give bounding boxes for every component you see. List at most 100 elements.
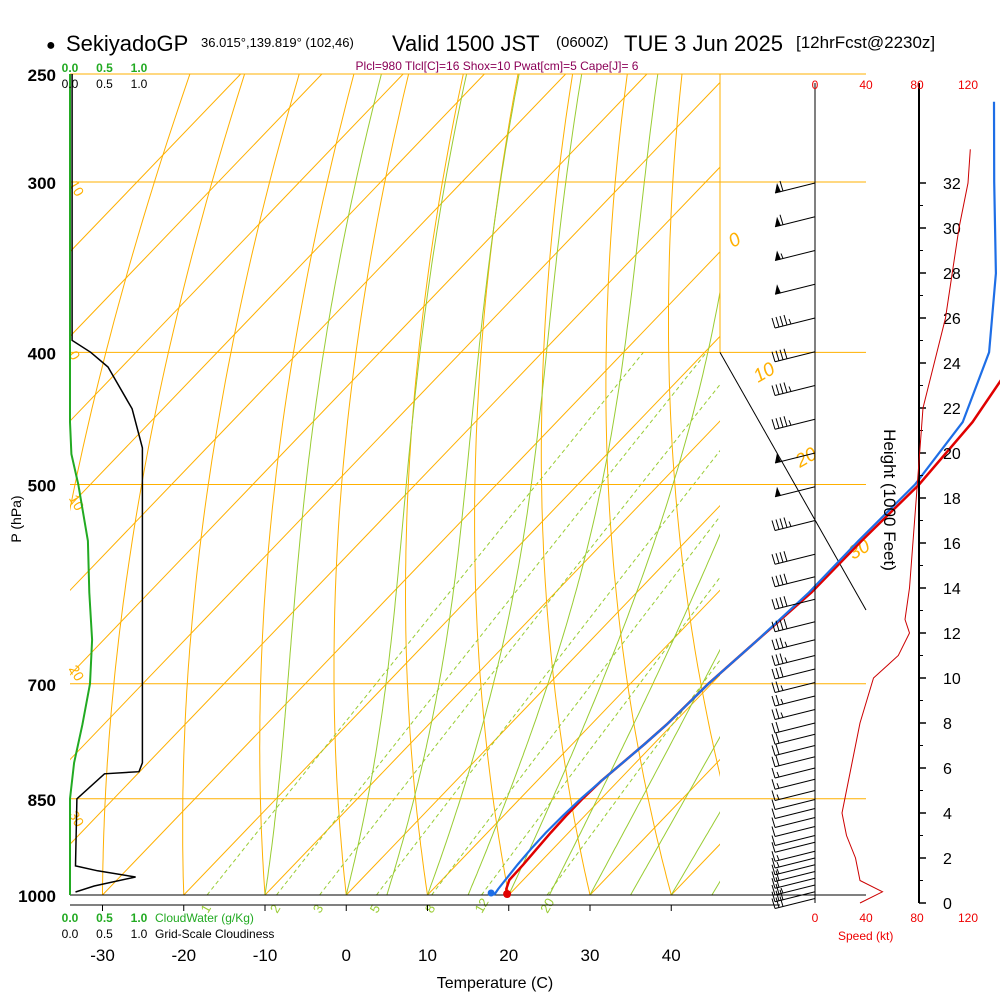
- wind-barb-full: [780, 667, 783, 677]
- wind-barb-full: [772, 800, 775, 810]
- cloudiness-tick-top: 1.0: [131, 77, 148, 91]
- wind-barb-full: [772, 318, 775, 328]
- temperature-tick-label: 20: [499, 946, 518, 965]
- height-tick-label: 12: [943, 626, 961, 643]
- wind-barb-full: [772, 757, 775, 767]
- wind-barb: [772, 827, 815, 837]
- wind-barb-staff: [775, 734, 815, 744]
- wind-barb-full: [776, 385, 779, 395]
- dry-adiabat-line: [729, 50, 844, 924]
- wind-barb-full: [776, 695, 779, 705]
- wind-barb-half: [781, 686, 783, 691]
- mixing-ratio-label: 3: [310, 902, 327, 916]
- wind-barb: [775, 284, 815, 294]
- wind-barb-full: [772, 734, 775, 744]
- cloudwater-tick-top: 0.0: [62, 61, 79, 75]
- wind-barb-half: [785, 642, 787, 647]
- wind-barb-full: [776, 756, 779, 766]
- wind-barb-flag: [775, 284, 781, 294]
- wind-barb-full: [784, 349, 787, 359]
- mixing-ratio-line: [207, 352, 643, 895]
- mixing-ratio-label: 2: [267, 902, 284, 916]
- wind-barb-full: [772, 809, 775, 819]
- mixing-ratio-label: 8: [422, 902, 439, 916]
- wind-barb-full: [772, 554, 775, 564]
- dry-adiabat-line: [845, 50, 1000, 924]
- cloudwater-tick-top: 1.0: [131, 61, 148, 75]
- pressure-tick-label: 700: [28, 676, 56, 695]
- height-tick-label: 8: [943, 716, 952, 733]
- pressure-tick-label: 500: [28, 477, 56, 496]
- wind-barb-staff: [775, 818, 815, 828]
- wind-barb-full: [772, 669, 775, 679]
- wind-barb-full: [784, 518, 787, 528]
- wind-barb-full: [772, 827, 775, 837]
- wind-barb-half: [777, 869, 779, 874]
- wind-barb-staff: [775, 779, 815, 789]
- height-tick-label: 4: [943, 806, 952, 823]
- cloudiness-tick-bottom: 0.5: [96, 927, 113, 941]
- wind-barb-full: [780, 654, 783, 664]
- temperature-tick-label: 30: [581, 946, 600, 965]
- wind-barb-full: [780, 215, 783, 225]
- wind-barb-full: [772, 352, 775, 362]
- wind-barb: [772, 518, 815, 531]
- wind-barb: [772, 574, 815, 587]
- wind-barb: [772, 416, 815, 429]
- wind-barb-full: [780, 575, 783, 585]
- wind-barb-half: [785, 658, 787, 663]
- wind-barb: [772, 818, 815, 828]
- wind-barb-full: [772, 419, 775, 429]
- wind-barb: [772, 722, 815, 733]
- wind-barb-full: [776, 317, 779, 327]
- temperature-tick-label: 10: [418, 946, 437, 965]
- station-coords: 36.015°,139.819° (102,46): [201, 35, 354, 50]
- wind-barb-staff: [775, 809, 815, 819]
- wind-barb-full: [772, 818, 775, 828]
- wind-barb-full: [780, 597, 783, 607]
- cloudiness-tick-top: 0.5: [96, 77, 113, 91]
- cloudwater-tick-bottom: 0.5: [96, 911, 113, 925]
- wind-barb: [775, 251, 815, 261]
- wind-barb-full: [780, 620, 783, 630]
- valid-time: Valid 1500 JST: [392, 31, 540, 56]
- temperature-tick-label: 40: [662, 946, 681, 965]
- wind-barb: [775, 487, 815, 497]
- wind-barb: [772, 768, 815, 778]
- speed-tick-bottom: 120: [958, 911, 978, 925]
- wind-barb: [772, 842, 815, 852]
- wind-barb: [772, 667, 815, 679]
- profile-lines: [70, 74, 1000, 898]
- wind-barb-full: [784, 315, 787, 325]
- wind-barb: [772, 383, 815, 396]
- wind-barb-full: [772, 710, 775, 720]
- wind-barb: [772, 733, 815, 744]
- sounding-indices: Plcl=980 Tlcl[C]=16 Shox=10 Pwat[cm]=5 C…: [356, 59, 639, 73]
- wind-barb-full: [780, 417, 783, 427]
- dry-adiabat-line: [102, 50, 252, 924]
- cloudiness-tick-bottom: 1.0: [131, 927, 148, 941]
- cloudwater-title: CloudWater (g/Kg): [155, 911, 254, 925]
- wind-barb-full: [780, 638, 783, 648]
- temperature-tick-label: 0: [342, 946, 351, 965]
- height-tick-label: 20: [943, 446, 961, 463]
- cloudiness-tick-top: 0.0: [62, 77, 79, 91]
- height-tick-label: 0: [943, 896, 952, 913]
- wind-barb-full: [772, 521, 775, 531]
- speed-tick-bottom: 80: [910, 911, 924, 925]
- wind-barb-staff: [775, 696, 815, 706]
- wind-barb-half: [789, 420, 791, 425]
- pressure-tick-label: 250: [28, 66, 56, 85]
- height-tick-label: 24: [943, 356, 961, 373]
- height-tick-label: 18: [943, 491, 961, 508]
- wind-barb-staff: [775, 284, 815, 294]
- wind-barb-full: [776, 655, 779, 665]
- wind-barb-flag: [775, 183, 781, 193]
- wind-barb-full: [780, 519, 783, 529]
- wind-barb-full: [780, 552, 783, 562]
- wind-barb-half: [781, 254, 783, 259]
- wind-barb-full: [784, 551, 787, 561]
- dry-adiabat-line: [669, 50, 762, 924]
